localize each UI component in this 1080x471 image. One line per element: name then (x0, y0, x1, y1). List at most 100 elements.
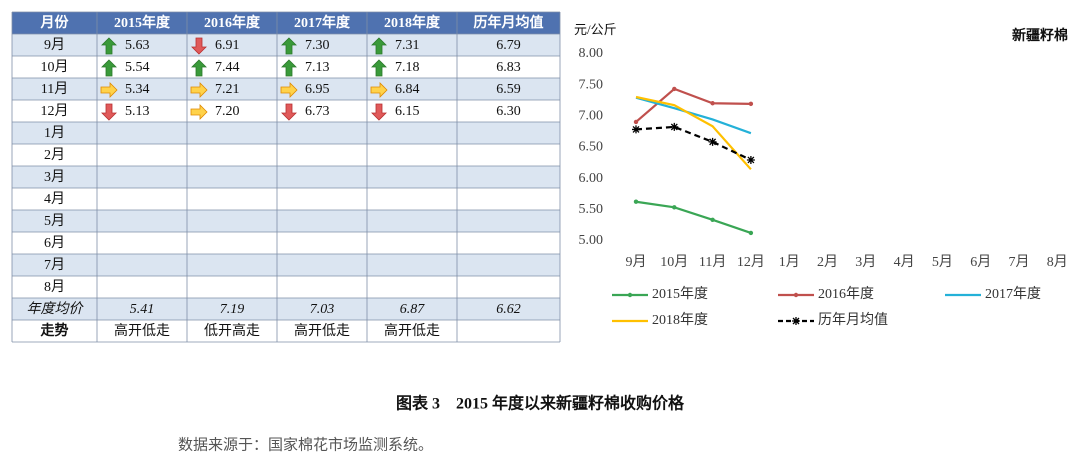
table-header: 历年月均值 (474, 14, 544, 31)
x-tick-label: 11月 (699, 254, 726, 270)
cell: 6.79 (496, 38, 521, 53)
average-cell: 6.62 (496, 302, 521, 317)
table-row (12, 122, 560, 144)
x-tick-label: 4月 (894, 254, 915, 270)
y-tick-label: 7.00 (579, 109, 604, 124)
cell: 6.59 (496, 82, 521, 97)
trend-arrow (191, 37, 207, 55)
cell: 6.73 (305, 104, 330, 119)
month-label: 9月 (44, 37, 65, 53)
cell: 7.30 (305, 38, 330, 53)
y-tick-label: 7.50 (579, 77, 604, 92)
average-cell: 年度均价 (27, 301, 85, 317)
x-tick-label: 6月 (970, 254, 991, 270)
point (710, 217, 715, 223)
table-header: 2015年度 (114, 14, 171, 31)
table-row (12, 320, 560, 342)
trend-arrow (371, 103, 387, 121)
series-line (635, 95, 752, 171)
cell: 5.34 (125, 82, 150, 97)
point (710, 101, 715, 106)
y-tick-label: 6.50 (579, 140, 604, 155)
trend-cell: 高开低走 (114, 322, 170, 339)
table-row (12, 232, 560, 254)
x-tick-label: 3月 (855, 254, 876, 270)
legend-marker (792, 317, 800, 325)
cell: 5.13 (125, 104, 150, 119)
month-label: 3月 (44, 169, 65, 185)
y-tick-label: 6.00 (579, 171, 604, 186)
trend-arrow (190, 104, 208, 120)
cell: 6.95 (305, 82, 330, 97)
trend-arrow (101, 103, 117, 121)
average-cell: 7.03 (310, 302, 335, 317)
trend-cell: 低开高走 (204, 322, 260, 339)
trend-arrow (101, 59, 117, 77)
x-tick-label: 5月 (932, 254, 953, 270)
trend-arrow (191, 59, 207, 77)
table-row (12, 166, 560, 188)
month-label: 5月 (44, 213, 65, 229)
cell: 7.31 (395, 38, 420, 53)
average-cell: 6.87 (400, 302, 426, 317)
trend-arrow (371, 59, 387, 77)
trend-arrow (100, 82, 118, 98)
point (633, 199, 639, 204)
cell: 6.30 (496, 104, 521, 119)
series-line (635, 125, 752, 161)
month-label: 4月 (44, 191, 65, 207)
y-tick-label: 5.50 (579, 202, 604, 217)
table-row (12, 188, 560, 210)
legend-marker (627, 292, 633, 298)
trend-arrow (280, 82, 298, 98)
trend-cell: 高开低走 (294, 322, 350, 339)
cell: 7.44 (215, 60, 240, 75)
trend-cell: 高开低走 (384, 322, 440, 339)
legend-marker (793, 292, 799, 298)
month-label: 12月 (41, 103, 69, 119)
point (672, 205, 677, 210)
table-header: 2017年度 (294, 14, 351, 31)
month-label: 2月 (44, 147, 65, 163)
caption: 图表 3 2015 年度以来新疆籽棉收购价格 (396, 394, 685, 413)
cell: 6.15 (395, 104, 420, 119)
table-header: 2018年度 (384, 14, 441, 31)
x-tick-label: 9月 (626, 254, 647, 270)
trend-arrow (281, 59, 297, 77)
legend-label: 2018年度 (652, 312, 708, 328)
trend-arrow (370, 82, 388, 98)
x-tick-label: 8月 (1047, 254, 1068, 270)
source: 数据来源于：国家棉花市场监测系统。 (178, 436, 433, 453)
point (748, 230, 754, 236)
month-label: 6月 (44, 235, 65, 251)
cell: 6.91 (215, 38, 240, 53)
cell: 7.18 (395, 60, 420, 75)
table-row (12, 276, 560, 298)
x-tick-label: 7月 (1009, 254, 1030, 270)
chart-title: 新疆籽棉 (1012, 27, 1068, 44)
y-axis-label: 元/公斤 (574, 22, 617, 37)
legend-label: 2016年度 (818, 286, 874, 302)
trend-arrow (281, 37, 297, 55)
x-tick-label: 2月 (817, 254, 838, 270)
series-line (635, 200, 752, 234)
point (708, 137, 717, 146)
x-tick-label: 12月 (737, 254, 765, 270)
point (633, 119, 639, 125)
legend-label: 2015年度 (652, 286, 708, 302)
point (670, 122, 679, 131)
y-tick-label: 5.00 (579, 233, 604, 248)
trend-arrow (281, 103, 297, 121)
x-tick-label: 1月 (779, 254, 800, 270)
trend-arrow (190, 82, 208, 98)
table-row (12, 298, 560, 320)
table-row (12, 210, 560, 232)
trend-cell: 走势 (41, 322, 69, 339)
series-line (635, 87, 751, 123)
point (672, 86, 677, 92)
table-row (12, 144, 560, 166)
cell: 7.13 (305, 60, 330, 75)
cell: 6.83 (496, 60, 521, 75)
table-row (12, 254, 560, 276)
